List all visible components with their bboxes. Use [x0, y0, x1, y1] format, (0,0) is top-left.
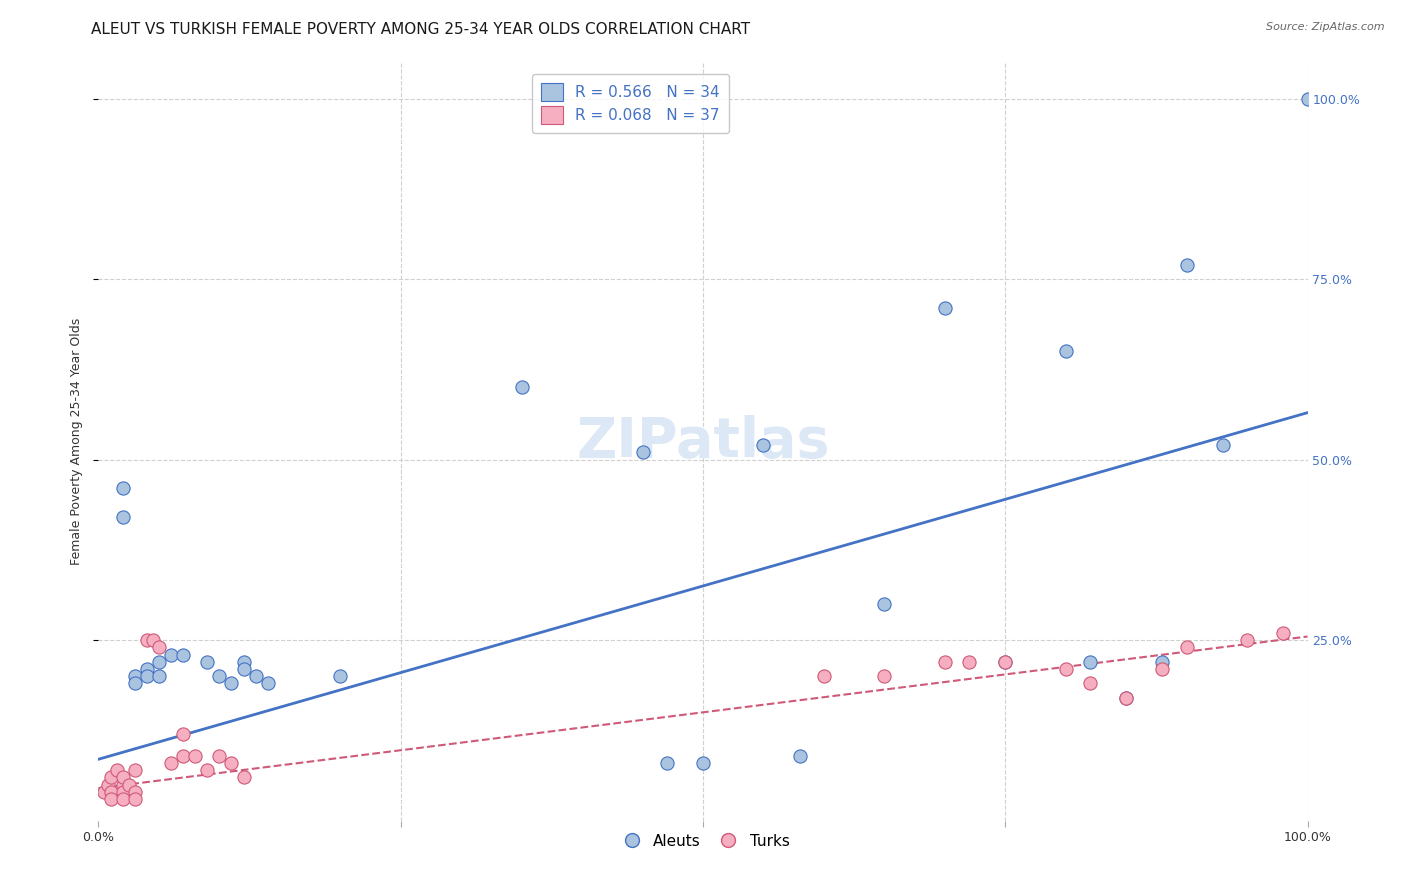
Point: [245, 669, 267, 683]
Point: [124, 669, 146, 683]
Point: [232, 655, 254, 669]
Point: [1078, 655, 1101, 669]
Point: [172, 727, 194, 741]
Point: [111, 778, 134, 792]
Point: [124, 763, 146, 777]
Point: [172, 748, 194, 763]
Point: [957, 655, 980, 669]
Point: [1152, 662, 1174, 676]
Point: [873, 597, 896, 611]
Point: [111, 770, 134, 784]
Point: [1078, 676, 1101, 690]
Point: [1296, 91, 1319, 105]
Point: [148, 640, 170, 655]
Point: [160, 756, 183, 770]
Point: [1152, 655, 1174, 669]
Point: [100, 785, 122, 799]
Point: [142, 633, 165, 648]
Y-axis label: Female Poverty Among 25-34 Year Olds: Female Poverty Among 25-34 Year Olds: [70, 318, 83, 566]
Text: ZIPatlas: ZIPatlas: [576, 415, 830, 468]
Point: [692, 756, 714, 770]
Point: [208, 748, 231, 763]
Point: [124, 785, 146, 799]
Point: [1115, 690, 1137, 705]
Point: [100, 770, 122, 784]
Point: [232, 770, 254, 784]
Point: [1054, 662, 1077, 676]
Point: [934, 655, 956, 669]
Point: [813, 669, 835, 683]
Point: [655, 756, 678, 770]
Point: [111, 785, 134, 799]
Point: [184, 748, 207, 763]
Legend: Aleuts, Turks: Aleuts, Turks: [610, 828, 796, 855]
Point: [1115, 690, 1137, 705]
Point: [221, 756, 243, 770]
Point: [1175, 640, 1198, 655]
Point: [256, 676, 278, 690]
Point: [789, 748, 811, 763]
Point: [329, 669, 352, 683]
Point: [232, 662, 254, 676]
Point: [135, 669, 157, 683]
Point: [124, 676, 146, 690]
Point: [195, 655, 218, 669]
Point: [510, 380, 533, 394]
Point: [752, 438, 775, 452]
Point: [195, 763, 218, 777]
Point: [994, 655, 1017, 669]
Point: [873, 669, 896, 683]
Point: [111, 510, 134, 524]
Text: ALEUT VS TURKISH FEMALE POVERTY AMONG 25-34 YEAR OLDS CORRELATION CHART: ALEUT VS TURKISH FEMALE POVERTY AMONG 25…: [91, 22, 751, 37]
Point: [208, 669, 231, 683]
Point: [1054, 344, 1077, 359]
Point: [994, 655, 1017, 669]
Point: [111, 482, 134, 496]
Point: [1236, 633, 1258, 648]
Point: [221, 676, 243, 690]
Point: [111, 792, 134, 806]
Point: [1212, 438, 1234, 452]
Point: [631, 445, 654, 459]
Point: [135, 633, 157, 648]
Point: [1175, 258, 1198, 272]
Point: [105, 763, 128, 777]
Point: [118, 778, 141, 792]
Point: [148, 669, 170, 683]
Point: [97, 778, 120, 792]
Text: Source: ZipAtlas.com: Source: ZipAtlas.com: [1267, 22, 1385, 32]
Point: [160, 648, 183, 662]
Point: [93, 785, 115, 799]
Point: [1272, 626, 1295, 640]
Point: [100, 792, 122, 806]
Point: [172, 648, 194, 662]
Point: [124, 792, 146, 806]
Point: [135, 662, 157, 676]
Point: [934, 301, 956, 315]
Point: [148, 655, 170, 669]
